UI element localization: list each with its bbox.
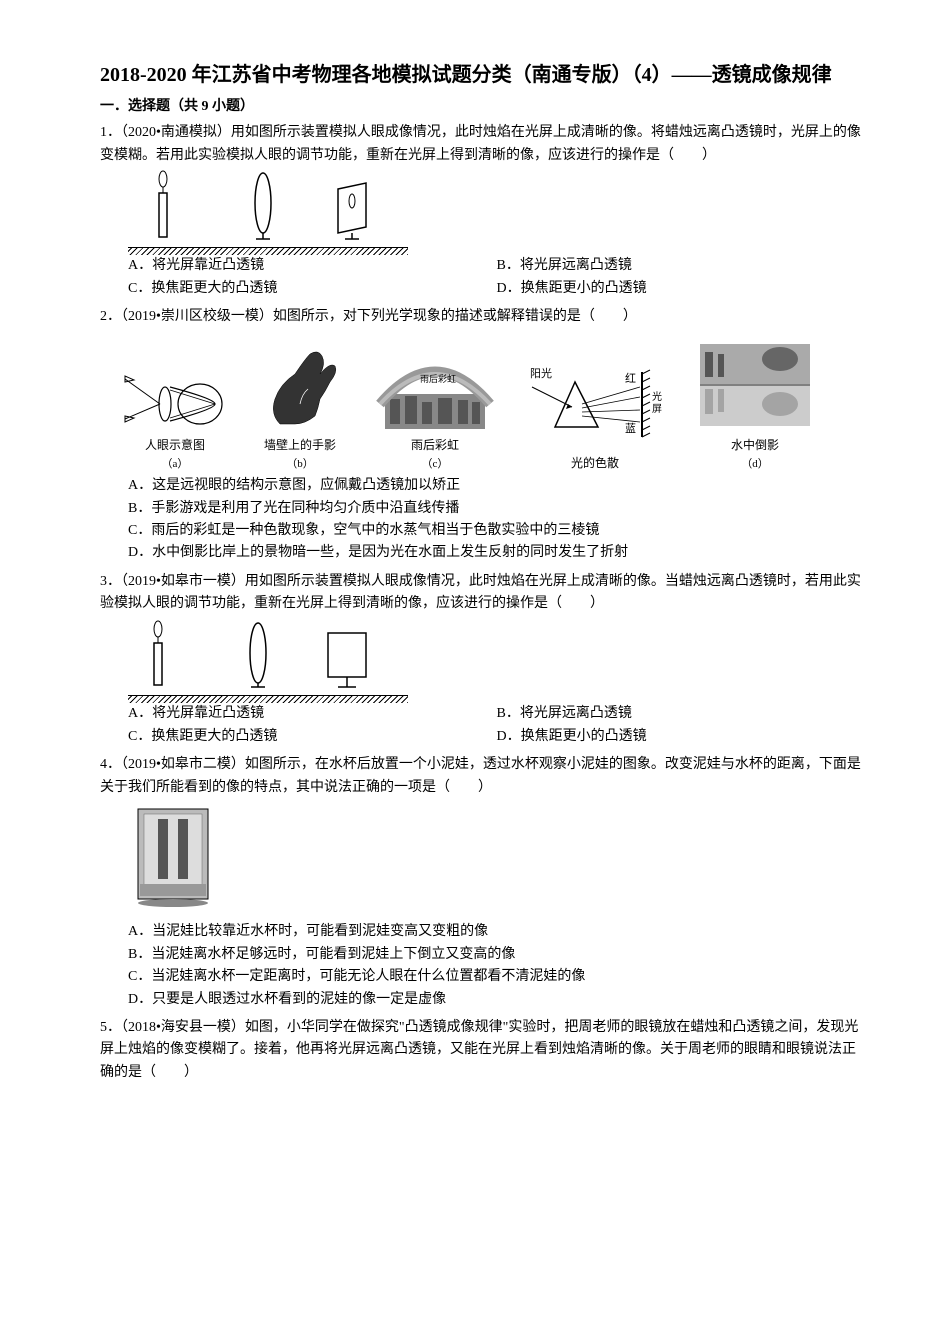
figure-candle-lens-screen [128,167,408,247]
question-3: 3．（2019•如皋市一模）用如图所示装置模拟人眼成像情况，此时烛焰在光屏上成清… [100,571,865,749]
option-c: C．换焦距更大的凸透镜 [128,278,497,300]
svg-text:屏: 屏 [652,403,662,415]
option-a: A．将光屏靠近凸透镜 [128,255,497,277]
caption-d-label: 光的色散 [571,454,619,473]
rainbow-label: 雨后彩虹 [420,374,456,384]
option-c: C．雨后的彩虹是一种色散现象，空气中的水蒸气相当于色散实验中的三棱镜 [128,520,865,542]
section-heading: 一．选择题（共 9 小题） [100,96,865,118]
question-1: 1．（2020•南通模拟）用如图所示装置模拟人眼成像情况，此时烛焰在光屏上成清晰… [100,122,865,300]
figure-row-q2: 人眼示意图 （a） 墙壁上的手影 （b） 雨后彩 [120,334,865,473]
option-d: D．换焦距更小的凸透镜 [497,726,866,748]
blue-label: 蓝 [625,422,636,435]
option-a: A．当泥娃比较靠近水杯时，可能看到泥娃变高又变粗的像 [128,921,865,943]
figure-rainbow: 雨后彩虹 雨后彩虹 （c） [370,344,500,473]
ground-line [128,247,408,255]
sub-a: （a） [162,456,189,474]
option-d: D．换焦距更小的凸透镜 [497,278,866,300]
question-text: 3．（2019•如皋市一模）用如图所示装置模拟人眼成像情况，此时烛焰在光屏上成清… [100,571,865,616]
caption-c: 雨后彩虹 [411,436,459,455]
ground-line [128,695,408,703]
document-title: 2018-2020 年江苏省中考物理各地模拟试题分类（南通专版）（4）——透镜成… [100,60,865,90]
option-d: D．只要是人眼透过水杯看到的泥娃的像一定是虚像 [128,989,865,1011]
question-text: 1．（2020•南通模拟）用如图所示装置模拟人眼成像情况，此时烛焰在光屏上成清晰… [100,122,865,167]
option-b: B．手影游戏是利用了光在同种均匀介质中沿直线传播 [128,498,865,520]
caption-b: 墙壁上的手影 [264,436,336,455]
option-a: A．将光屏靠近凸透镜 [128,703,497,725]
red-label: 红 [625,372,636,385]
sun-label: 阳光 [530,366,552,380]
question-5: 5．（2018•海安县一模）如图，小华同学在做探究"凸透镜成像规律"实验时，把周… [100,1017,865,1084]
figure-reflection: 水中倒影 （d） [690,334,820,473]
sub-c: （c） [422,456,449,474]
figure-cup [128,799,218,909]
figure-shadow: 墙壁上的手影 （b） [250,344,350,473]
option-d: D．水中倒影比岸上的景物暗一些，是因为光在水面上发生反射的同时发生了折射 [128,542,865,564]
option-b: B．当泥娃离水杯足够远时，可能看到泥娃上下倒立又变高的像 [128,944,865,966]
question-text: 5．（2018•海安县一模）如图，小华同学在做探究"凸透镜成像规律"实验时，把周… [100,1017,865,1084]
sub-b: （b） [286,456,314,474]
option-c: C．当泥娃离水杯一定距离时，可能无论人眼在什么位置都看不清泥娃的像 [128,966,865,988]
caption-d: 水中倒影 [731,436,779,455]
caption-a: 人眼示意图 [145,436,205,455]
question-text: 2．（2019•崇川区校级一模）如图所示，对下列光学现象的描述或解释错误的是（ … [100,306,865,328]
sub-d: （d） [741,456,769,474]
option-b: B．将光屏远离凸透镜 [497,255,866,277]
option-c: C．换焦距更大的凸透镜 [128,726,497,748]
question-4: 4．（2019•如皋市二模）如图所示，在水杯后放置一个小泥娃，透过水杯观察小泥娃… [100,754,865,1011]
option-a: A．这是远视眼的结构示意图，应佩戴凸透镜加以矫正 [128,475,865,497]
screen-label: 光 [652,390,662,403]
question-2: 2．（2019•崇川区校级一模）如图所示，对下列光学现象的描述或解释错误的是（ … [100,306,865,565]
option-b: B．将光屏远离凸透镜 [497,703,866,725]
figure-prism: 阳光 [520,362,670,473]
question-text: 4．（2019•如皋市二模）如图所示，在水杯后放置一个小泥娃，透过水杯观察小泥娃… [100,754,865,799]
figure-candle-lens-screen-2 [128,615,408,695]
figure-eye: 人眼示意图 （a） [120,364,230,473]
